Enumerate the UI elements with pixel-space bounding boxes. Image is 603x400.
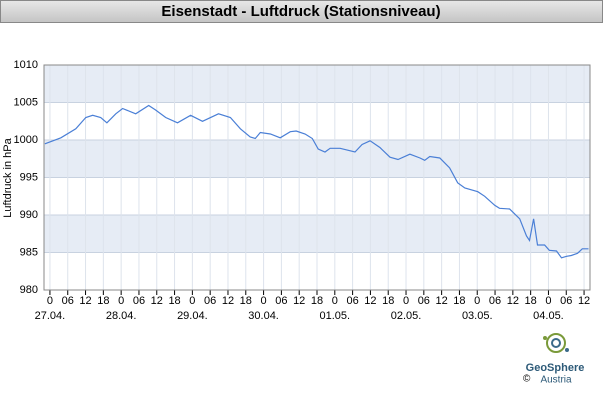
date-label: 28.04. xyxy=(106,310,137,322)
copyright: © xyxy=(523,374,531,385)
x-tick-label: 18 xyxy=(240,295,252,307)
x-tick-label: 0 xyxy=(474,295,480,307)
y-tick-label: 990 xyxy=(20,209,38,221)
x-tick-label: 0 xyxy=(47,295,53,307)
x-tick-label: 06 xyxy=(275,295,287,307)
x-tick-label: 12 xyxy=(222,295,234,307)
y-tick-label: 985 xyxy=(20,246,38,258)
x-tick-label: 18 xyxy=(97,295,109,307)
y-tick-label: 995 xyxy=(20,171,38,183)
x-tick-label: 18 xyxy=(453,295,465,307)
x-tick-label: 0 xyxy=(261,295,267,307)
y-tick-label: 1010 xyxy=(14,59,38,71)
x-tick-label: 0 xyxy=(332,295,338,307)
date-label: 30.04. xyxy=(248,310,279,322)
y-tick-label: 1005 xyxy=(14,96,38,108)
x-tick-label: 06 xyxy=(489,295,501,307)
logo-dot xyxy=(543,336,547,340)
x-tick-label: 12 xyxy=(507,295,519,307)
date-label: 02.05. xyxy=(391,310,422,322)
x-tick-label: 06 xyxy=(204,295,216,307)
plot-border xyxy=(43,64,591,291)
x-tick-label: 18 xyxy=(311,295,323,307)
logo: GeoSphere Austria © xyxy=(523,333,585,386)
logo-dot xyxy=(565,348,569,352)
x-tick-label: 12 xyxy=(436,295,448,307)
date-label: 27.04. xyxy=(35,310,66,322)
y-tick-label: 980 xyxy=(20,284,38,296)
chart-title: Eisenstadt - Luftdruck (Stationsniveau) xyxy=(161,3,440,20)
x-tick-label: 06 xyxy=(560,295,572,307)
x-tick-label: 12 xyxy=(364,295,376,307)
x-tick-label: 0 xyxy=(118,295,124,307)
x-tick-label: 0 xyxy=(545,295,551,307)
x-tick-label: 06 xyxy=(133,295,145,307)
x-tick-label: 12 xyxy=(578,295,590,307)
date-label: 04.05. xyxy=(533,310,564,322)
x-tick-label: 06 xyxy=(418,295,430,307)
data-line xyxy=(44,104,589,259)
y-axis-label: Luftdruck in hPa xyxy=(2,137,14,217)
logo-subname: Austria xyxy=(540,375,572,386)
date-label: 03.05. xyxy=(462,310,493,322)
logo-name: GeoSphere xyxy=(526,362,585,374)
x-tick-label: 0 xyxy=(403,295,409,307)
x-tick-label: 12 xyxy=(151,295,163,307)
x-tick-label: 06 xyxy=(62,295,74,307)
x-tick-label: 18 xyxy=(525,295,537,307)
date-label: 29.04. xyxy=(177,310,208,322)
logo-ring xyxy=(546,333,566,353)
x-tick-label: 18 xyxy=(168,295,180,307)
x-tick-label: 0 xyxy=(189,295,195,307)
y-tick-label: 1000 xyxy=(14,134,38,146)
date-label: 01.05. xyxy=(320,310,351,322)
logo-ring xyxy=(551,338,561,348)
x-tick-label: 06 xyxy=(346,295,358,307)
x-tick-label: 12 xyxy=(79,295,91,307)
x-tick-label: 12 xyxy=(293,295,305,307)
x-tick-label: 18 xyxy=(382,295,394,307)
